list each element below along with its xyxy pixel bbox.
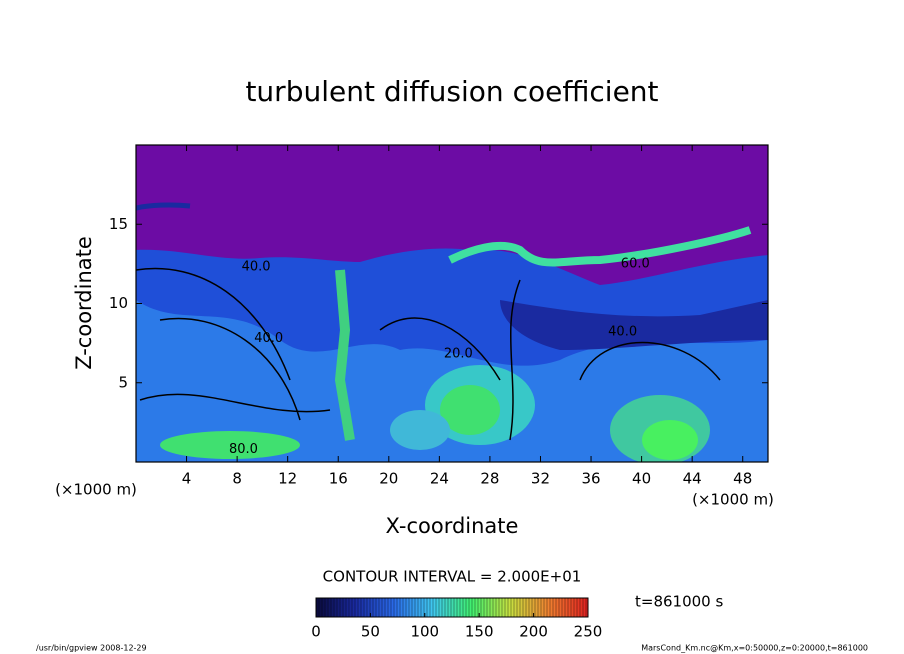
x-unit: (×1000 m) [55, 481, 137, 499]
field-patch [334, 269, 355, 441]
y-axis-label: Z-coordinate [72, 236, 96, 370]
colorbar-tick-label: 50 [361, 623, 380, 641]
x-tick-label: 48 [733, 470, 752, 488]
contour-line [136, 267, 721, 441]
chart-title: turbulent diffusion coefficient [245, 75, 658, 108]
contour-label: 20.0 [444, 347, 473, 362]
footer-left: /usr/bin/gpview 2008-12-29 [36, 644, 147, 653]
x-tick-label: 40 [632, 470, 651, 488]
x-axis-label: X-coordinate [386, 514, 519, 538]
colorbar-tick-label: 100 [410, 623, 439, 641]
x-tick-label: 32 [531, 470, 550, 488]
contour-line [136, 202, 191, 211]
time-label: t=861000 s [635, 593, 723, 611]
contour-label: 40.0 [254, 331, 283, 346]
colorbar-tick-label: 150 [465, 623, 494, 641]
x-tick-label: 44 [683, 470, 702, 488]
colorbar-tick-label: 0 [311, 623, 321, 641]
contour-label: 40.0 [608, 325, 637, 340]
field-patch [440, 385, 500, 435]
colorbar [315, 597, 589, 618]
y-tick-label: 10 [109, 294, 128, 312]
y-tick-label: 5 [118, 373, 128, 391]
y-tick-label: 15 [109, 215, 128, 233]
colorbar-tick-label: 250 [574, 623, 603, 641]
field-patch [390, 410, 450, 450]
field-region [500, 300, 768, 350]
x-tick-label: 28 [480, 470, 499, 488]
x-tick-label: 8 [232, 470, 242, 488]
x-tick-label: 24 [430, 470, 449, 488]
footer-right: MarsCond_Km.nc@Km,x=0:50000,z=0:20000,t=… [641, 644, 868, 653]
field-patch [448, 226, 752, 267]
colorbar-tick-label: 200 [519, 623, 548, 641]
x-tick-label: 16 [329, 470, 348, 488]
contour-label: 60.0 [621, 256, 650, 271]
x-tick-label: 20 [379, 470, 398, 488]
contour-interval: CONTOUR INTERVAL = 2.000E+01 [323, 568, 582, 586]
contour-label: 40.0 [242, 260, 271, 275]
x-tick-label: 12 [278, 470, 297, 488]
x-tick-label: 4 [182, 470, 192, 488]
field [136, 145, 768, 462]
x-tick-label: 36 [581, 470, 600, 488]
field-patch [160, 431, 300, 459]
contour-label: 80.0 [229, 442, 258, 457]
field-patch [642, 420, 698, 460]
x-unit: (×1000 m) [692, 491, 774, 509]
